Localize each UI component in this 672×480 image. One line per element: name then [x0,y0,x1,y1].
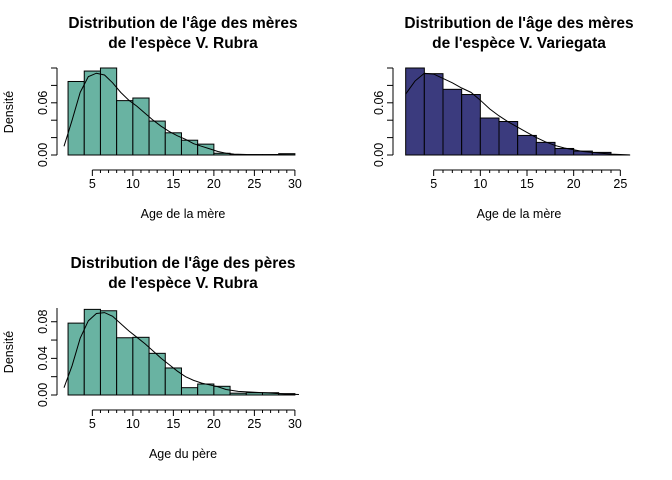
density-curve [63,72,295,156]
histogram-bar [213,385,231,396]
panel-mother-age-rubra: Distribution de l'âge des mères de l'esp… [2,15,302,221]
histogram-bar [116,100,134,156]
panel-title-line2: de l'espèce V. Rubra [108,275,258,292]
histogram-bar [132,336,150,396]
x-tick-label: 10 [126,177,140,191]
x-tick-label: 10 [126,417,140,431]
panel-title-line1: Distribution de l'âge des pères [70,255,295,272]
x-tick-label: 25 [247,177,261,191]
histogram-bar [83,70,101,156]
histogram-bar [461,94,481,156]
y-axis-label: Densité [2,91,16,133]
histogram-bar [180,387,199,396]
histogram-bar [148,120,166,156]
panel-mother-age-variegata: Distribution de l'âge des mères de l'esp… [372,15,634,221]
histogram-bar [442,88,463,156]
x-tick-label: 30 [288,417,302,431]
x-tick-label: 5 [430,177,437,191]
panel-title-line1: Distribution de l'âge des mères [68,15,297,32]
panel-father-age-rubra: Distribution de l'âge des pères de l'esp… [2,255,302,461]
histogram-bar [180,139,199,156]
x-axis-label: Age de la mère [141,207,226,221]
y-tick-label: 0.00 [36,143,50,167]
y-axis-label: Densité [2,331,16,373]
x-tick-label: 20 [207,417,221,431]
histogram-bar [67,80,85,156]
histogram-bar [99,67,118,156]
panel-title-line2: de l'espèce V. Variegata [432,35,606,52]
histogram-plot: 5 10 15 20 25 30 0.00 0.04 0.08 [36,308,302,431]
y-tick-label: 0.00 [36,383,50,407]
x-tick-label: 5 [89,417,96,431]
histogram-bar [229,392,247,396]
histogram-bar [423,73,444,156]
y-tick-label: 0.08 [36,310,50,334]
histogram-bar [498,121,519,156]
x-tick-label: 30 [288,177,302,191]
y-tick-label: 0.06 [372,91,386,115]
histogram-bar [132,97,150,156]
x-tick-label: 5 [89,177,96,191]
histogram-plot: 5 10 15 20 25 0.00 0.06 [372,67,631,191]
histogram-bar [517,134,537,156]
histogram-bar [116,337,134,396]
x-axis-label: Age du père [149,447,217,461]
x-tick-label: 25 [247,417,261,431]
histogram-bar [479,117,500,156]
x-tick-label: 20 [567,177,581,191]
y-tick-label: 0.04 [36,346,50,370]
density-curve [63,312,299,396]
x-tick-label: 15 [520,177,534,191]
histogram-bar [197,143,215,156]
histogram-bar [99,310,118,396]
x-tick-label: 10 [473,177,487,191]
x-tick-label: 15 [166,177,180,191]
density-curve [405,72,630,156]
panel-title-line1: Distribution de l'âge des mères [404,15,633,32]
x-axis-label: Age de la mère [477,207,562,221]
y-tick-label: 0.06 [36,91,50,115]
histogram-plot: 5 10 15 20 25 30 0.00 0.06 [36,67,302,191]
x-tick-label: 25 [613,177,627,191]
x-tick-label: 20 [207,177,221,191]
panel-title-line2: de l'espèce V. Rubra [108,35,258,52]
histogram-bar [83,308,101,396]
x-tick-label: 15 [166,417,180,431]
y-tick-label: 0.00 [372,143,386,167]
